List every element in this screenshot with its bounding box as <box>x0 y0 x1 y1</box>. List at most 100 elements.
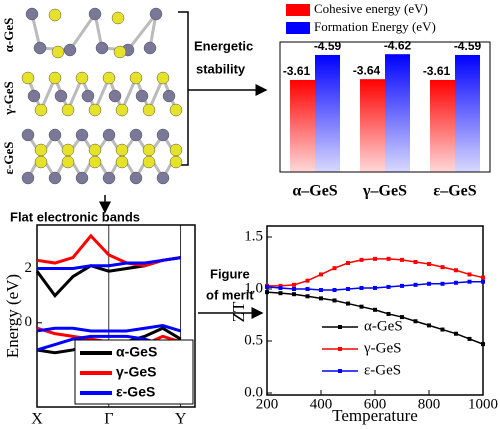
data-point <box>265 290 269 295</box>
crystal-structures <box>21 7 183 185</box>
data-point <box>386 256 391 261</box>
legend-marker <box>338 325 342 329</box>
data-point <box>413 319 418 324</box>
data-point <box>292 292 296 297</box>
data-point <box>292 287 296 291</box>
data-point <box>400 283 404 288</box>
bond <box>68 13 97 51</box>
data-point <box>373 307 377 312</box>
y-axis-label: ZT <box>229 301 248 322</box>
atom <box>34 155 48 169</box>
legend-label: Cohesive energy (eV) <box>314 1 428 16</box>
legend-label: γ-GeS <box>116 364 156 380</box>
atom <box>34 143 48 157</box>
band-line <box>37 256 181 270</box>
legend-label: α-GeS <box>116 344 157 360</box>
arrow-label: stability <box>196 61 246 76</box>
data-point <box>386 284 391 289</box>
arrow-label: of merit <box>206 287 254 302</box>
data-point <box>400 315 404 320</box>
legend-label: γ-GeS <box>363 340 401 356</box>
arrow-label: Energetic <box>194 38 253 53</box>
atom <box>21 171 35 185</box>
x-tick-label: Γ <box>104 411 113 428</box>
data-point <box>332 288 337 293</box>
data-point <box>278 285 283 290</box>
value-label: -3.64 <box>353 63 381 77</box>
connectors <box>99 11 268 319</box>
data-point <box>319 288 323 293</box>
data-point <box>440 281 445 286</box>
atom <box>25 7 39 21</box>
atom <box>102 71 116 85</box>
bar <box>315 54 340 172</box>
atom <box>61 155 75 169</box>
data-point <box>386 311 391 316</box>
atom <box>129 128 143 142</box>
bar <box>360 79 385 172</box>
atom <box>88 7 102 21</box>
atom <box>142 103 156 117</box>
value-label: -3.61 <box>283 64 311 78</box>
atom <box>129 171 143 185</box>
data-point <box>467 272 472 277</box>
data-point <box>346 287 350 291</box>
atom <box>51 45 65 59</box>
atom <box>48 171 62 185</box>
bar <box>385 54 410 172</box>
data-point <box>332 298 337 303</box>
x-tick-label: Y <box>175 411 187 428</box>
atom <box>156 171 170 185</box>
atom <box>63 43 77 57</box>
data-point <box>413 259 418 264</box>
atom <box>54 89 68 103</box>
structure-label: ε-GeS <box>1 142 16 175</box>
atom <box>129 71 143 85</box>
data-point <box>427 281 431 286</box>
structure-label: γ-GeS <box>1 81 16 116</box>
data-point <box>319 296 323 301</box>
x-tick-label: 200 <box>256 396 279 412</box>
atom <box>88 143 102 157</box>
data-point <box>292 282 296 287</box>
atom <box>115 103 129 117</box>
atom <box>142 143 156 157</box>
band-line <box>36 323 182 333</box>
y-tick-label: 1.0 <box>244 280 263 296</box>
data-point <box>481 342 485 347</box>
data-point <box>319 272 323 277</box>
atom <box>115 155 129 169</box>
data-point <box>278 291 283 296</box>
x-tick-label: 600 <box>364 396 387 412</box>
atom <box>27 89 41 103</box>
bar <box>430 79 455 172</box>
atom <box>142 155 156 169</box>
x-tick-label: X <box>31 411 43 428</box>
data-point <box>305 294 310 299</box>
structure-label: α-GeS <box>1 18 16 53</box>
legend-label: ε-GeS <box>364 362 401 378</box>
atom <box>75 71 89 85</box>
data-point <box>413 282 418 287</box>
data-point <box>481 279 485 284</box>
atom <box>48 8 62 22</box>
y-tick-label: 2 <box>25 260 33 276</box>
legend-label: α-GeS <box>364 318 403 334</box>
atom <box>88 155 102 169</box>
atom <box>34 103 48 117</box>
atom <box>75 171 89 185</box>
atom <box>61 103 75 117</box>
value-label: -3.61 <box>423 64 451 78</box>
value-label: -4.59 <box>454 39 482 53</box>
bar <box>290 79 315 172</box>
data-point <box>278 283 283 288</box>
atom <box>156 71 170 85</box>
data-point <box>427 262 431 267</box>
data-point <box>346 261 350 265</box>
data-point <box>373 285 377 290</box>
atom <box>169 155 183 169</box>
legend-label: Formation Energy (eV) <box>314 19 436 34</box>
data-point <box>346 301 350 306</box>
atom <box>143 41 157 55</box>
